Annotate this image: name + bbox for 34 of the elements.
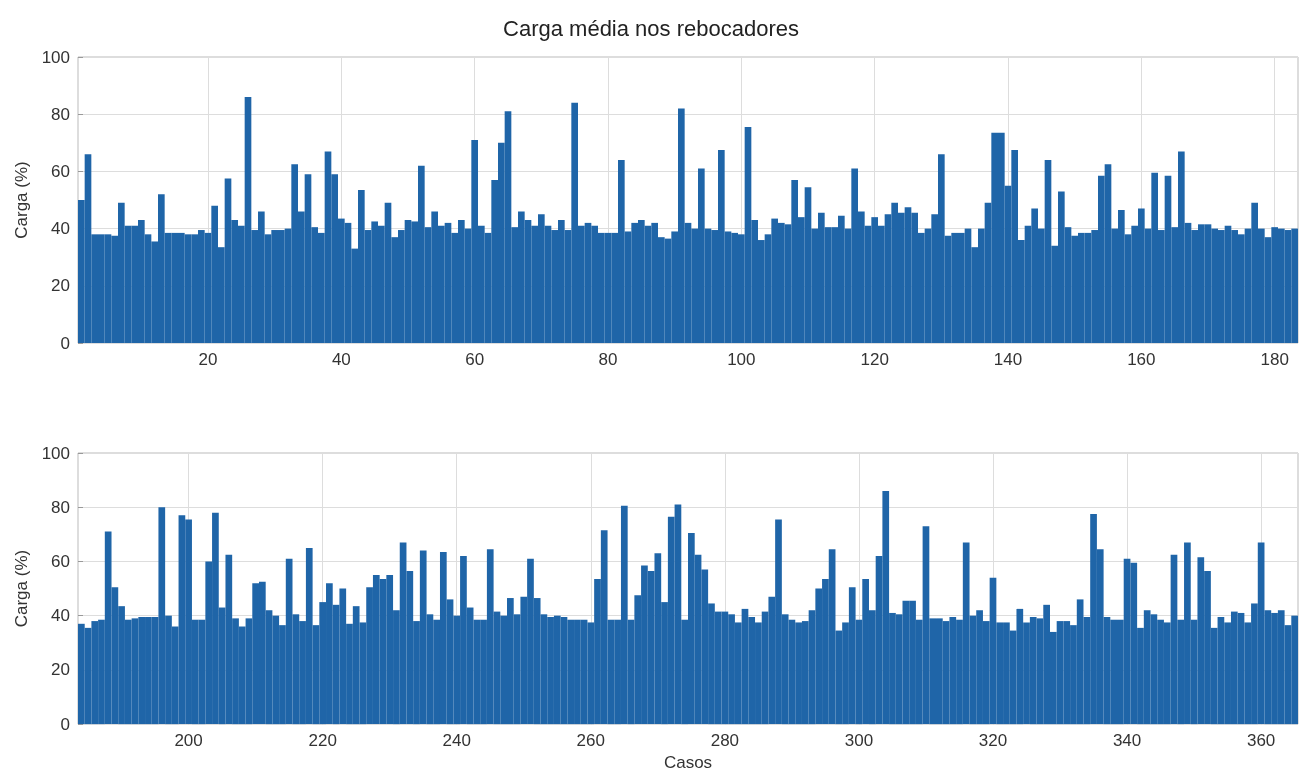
y-tick-label: 0 bbox=[60, 333, 70, 353]
y-tick-label: 0 bbox=[60, 714, 70, 734]
y-tick-label: 20 bbox=[51, 660, 70, 680]
x-tick-label: 320 bbox=[978, 731, 1008, 751]
x-tick-label: 140 bbox=[993, 350, 1023, 369]
x-tick-label: 220 bbox=[308, 731, 337, 751]
x-axis-title: Casos bbox=[663, 753, 713, 772]
x-tick-label: 160 bbox=[1127, 350, 1156, 369]
x-tick-label: 360 bbox=[1246, 731, 1276, 751]
x-tick-label: 40 bbox=[331, 350, 351, 369]
y-tick-label: 100 bbox=[41, 443, 70, 463]
y-tick-label: 20 bbox=[51, 276, 70, 296]
y-tick-label: 80 bbox=[51, 497, 70, 517]
y-tick-label: 80 bbox=[51, 104, 70, 124]
x-tick-label: 260 bbox=[576, 731, 605, 751]
x-tick-label: 180 bbox=[1260, 350, 1289, 369]
y-tick-label: 40 bbox=[51, 606, 70, 626]
x-tick-label: 340 bbox=[1112, 731, 1142, 751]
y-tick-label: 60 bbox=[51, 161, 70, 181]
x-tick-label: 300 bbox=[844, 731, 874, 751]
y-tick-label: 100 bbox=[41, 47, 70, 67]
x-tick-label: 20 bbox=[198, 350, 218, 369]
chart-title: Carga média nos rebocadores bbox=[503, 15, 799, 41]
x-tick-label: 280 bbox=[710, 731, 740, 751]
x-tick-label: 100 bbox=[727, 350, 756, 369]
y-axis-title: Carga (%) bbox=[12, 549, 31, 628]
y-tick-label: 60 bbox=[51, 551, 70, 571]
x-tick-label: 80 bbox=[598, 350, 618, 369]
x-tick-label: 120 bbox=[860, 350, 889, 369]
y-axis-title: Carga (%) bbox=[12, 161, 31, 239]
x-tick-label: 240 bbox=[442, 731, 471, 751]
x-tick-label: 200 bbox=[174, 731, 203, 751]
y-tick-label: 40 bbox=[51, 219, 70, 239]
x-tick-label: 60 bbox=[465, 350, 485, 369]
